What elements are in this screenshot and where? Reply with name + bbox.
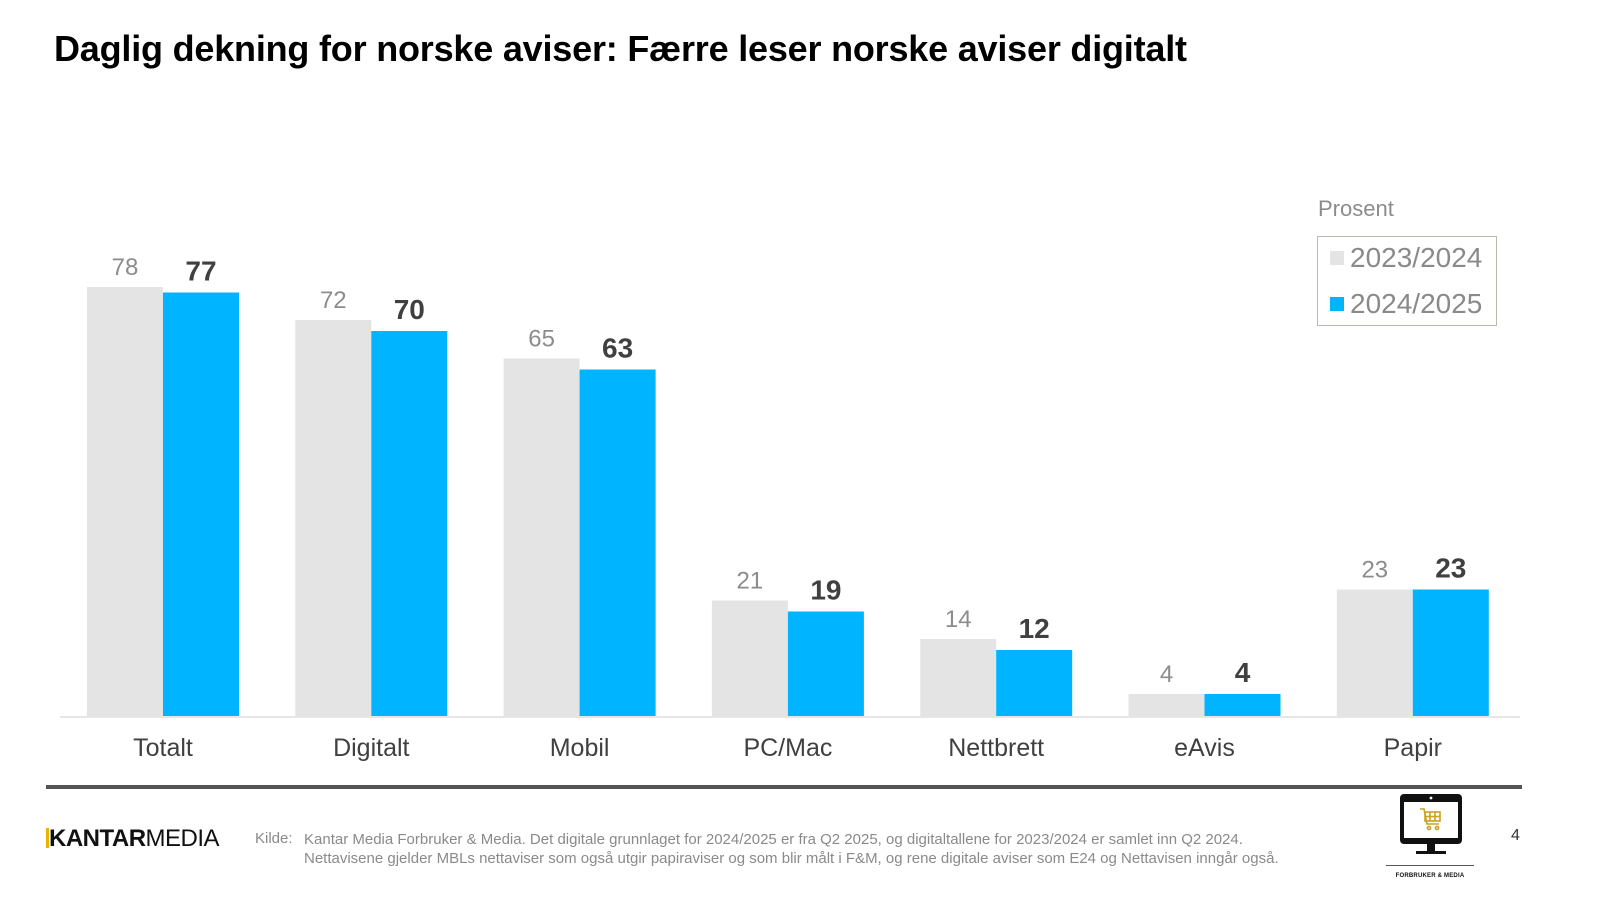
value-label: 70 [394,294,425,325]
bar-nettbrett-2023-2024 [920,639,997,716]
x-tick-label: Nettbrett [948,734,1044,762]
bar-chart: 78 77 72 70 65 63 21 19 14 12 4 4 23 23 Totalt Digital… [60,254,1520,762]
source-line: Nettavisene gjelder MBLs nettaviser som … [304,850,1279,867]
unit-caption: Prosent [1318,196,1394,221]
value-labels-layer: 78 77 72 70 65 63 21 19 14 12 4 4 23 23 [112,254,1467,688]
value-label: 14 [945,606,972,633]
value-label: 23 [1361,557,1388,584]
shopping-cart-icon [1420,808,1441,831]
kantar-media-logo: KANTARMEDIA [46,825,220,853]
x-tick-label: eAvis [1174,734,1235,762]
value-label: 4 [1235,657,1251,688]
logo-brand-light: MEDIA [145,825,220,852]
legend-item-2024-2025: 2024/2025 [1330,288,1482,320]
value-label: 63 [602,333,633,364]
value-label: 19 [810,575,841,606]
page-title: Daglig dekning for norske aviser: Færre … [54,28,1187,69]
source-note: Kantar Media Forbruker & Media. Det digi… [304,830,1279,868]
x-tick-label: Mobil [550,734,610,762]
bar-digitalt-2024-2025 [371,331,448,716]
x-tick-label: Digitalt [333,734,409,762]
bars-layer [87,287,1489,716]
value-label: 72 [320,287,347,314]
bar-nettbrett-2024-2025 [996,650,1073,716]
legend-label: 2023/2024 [1350,242,1483,273]
value-label: 4 [1160,661,1173,688]
source-line: Kantar Media Forbruker & Media. Det digi… [304,831,1243,848]
bar-mobil-2023-2024 [503,358,580,716]
bar-eavis-2024-2025 [1204,694,1281,716]
source-label: Kilde: [255,830,293,847]
x-tick-labels-layer: Totalt Digitalt Mobil PC/Mac Nettbrett eAvis P… [133,734,1442,762]
legend-item-2023-2024: 2023/2024 [1330,242,1482,274]
value-label: 65 [528,326,555,353]
product-logo-rule [1386,865,1474,866]
bar-pc-mac-2023-2024 [711,600,788,716]
legend-swatch-2024-2025 [1330,297,1344,311]
x-tick-label: Totalt [133,734,193,762]
x-tick-label: PC/Mac [743,734,832,762]
legend-label: 2024/2025 [1350,288,1483,319]
value-label: 77 [185,256,216,287]
bar-papir-2023-2024 [1336,589,1413,716]
bar-totalt-2023-2024 [87,287,163,716]
bar-pc-mac-2024-2025 [787,611,864,716]
forbruker-media-monitor-icon [1400,794,1462,854]
bar-eavis-2023-2024 [1128,694,1205,716]
value-label: 21 [737,568,764,595]
legend-swatch-2023-2024 [1330,251,1344,265]
logo-brand-bold: KANTAR [49,825,146,852]
page-number: 4 [1511,827,1520,844]
logo-accent-bar [46,828,49,848]
value-label: 23 [1435,553,1466,584]
product-logo-caption: FORBRUKER & MEDIA [1395,873,1465,879]
footer-divider [46,785,1522,789]
value-label: 12 [1019,613,1050,644]
x-tick-label: Papir [1384,734,1442,762]
bar-totalt-2024-2025 [163,292,239,716]
value-label: 78 [112,254,139,281]
bar-mobil-2024-2025 [579,369,656,716]
bar-digitalt-2023-2024 [295,320,372,716]
legend: 2023/2024 2024/2025 [1317,236,1497,326]
bar-papir-2024-2025 [1412,589,1489,716]
